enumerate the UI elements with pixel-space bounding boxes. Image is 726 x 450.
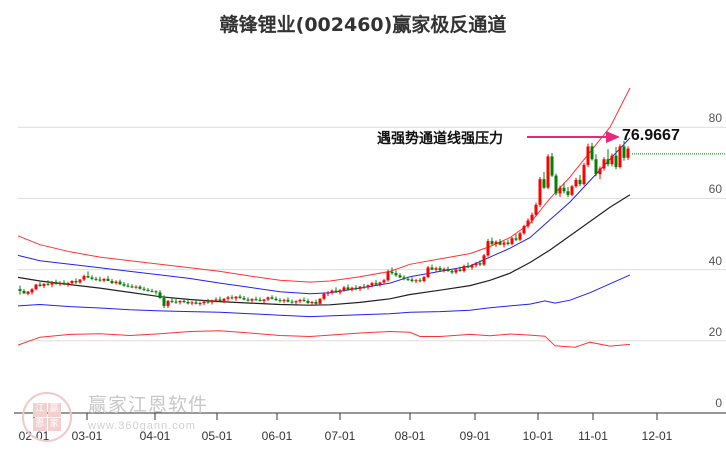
watermark-logo-char: 家 xyxy=(47,417,61,431)
watermark-logo-char: 恩 xyxy=(33,417,47,431)
watermark-logo: 江赢恩家 xyxy=(22,392,72,442)
x-tick-label: 04-01 xyxy=(139,429,171,443)
x-tick-label: 06-01 xyxy=(261,429,293,443)
middle-line-line xyxy=(17,194,631,306)
y-tick-label: 80 xyxy=(708,111,722,126)
x-axis xyxy=(14,412,726,420)
y-tick-label: 20 xyxy=(708,324,722,339)
chart-title: 赣锋锂业(002460)赢家极反通道 xyxy=(219,14,507,36)
watermark-logo-char: 江 xyxy=(33,403,47,417)
x-tick-label: 03-01 xyxy=(71,429,103,443)
x-tick-label: 11-01 xyxy=(578,429,608,443)
upper-inner-band-line xyxy=(17,137,631,295)
y-tick-label: 40 xyxy=(708,253,722,268)
watermark-logo-char: 赢 xyxy=(47,403,61,417)
channel-bands xyxy=(17,87,631,348)
annotation-label: 遇强势通道线强压力 xyxy=(377,131,503,147)
watermark-url: www.360gann.com xyxy=(88,420,196,432)
upper-outer-band-line xyxy=(17,87,631,283)
x-tick-label: 08-01 xyxy=(394,429,426,443)
lower-inner-band-line xyxy=(17,274,631,318)
x-tick-label: 07-01 xyxy=(324,429,356,443)
x-tick-label: 05-01 xyxy=(201,429,233,443)
y-tick-label: 60 xyxy=(708,182,722,197)
candlesticks xyxy=(18,140,630,309)
annotation-value: 76.9667 xyxy=(622,127,680,144)
x-tick-label: 12-01 xyxy=(641,429,673,443)
x-tick-label: 09-01 xyxy=(459,429,491,443)
grid-lines xyxy=(18,126,726,342)
watermark-text: 赢家江恩软件 xyxy=(88,394,209,416)
y-tick-label: 0 xyxy=(715,396,722,410)
annotation-arrow xyxy=(527,131,620,143)
x-tick-label: 10-01 xyxy=(522,429,554,443)
lower-outer-band-line xyxy=(17,330,631,348)
